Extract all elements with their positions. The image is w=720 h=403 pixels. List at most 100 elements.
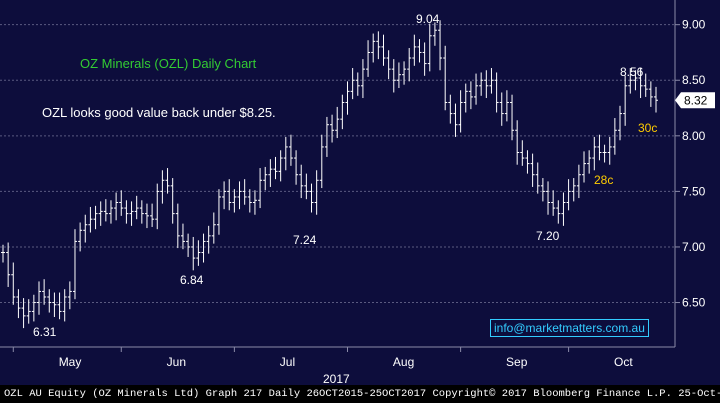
- price-bar: [499, 92, 504, 126]
- price-bar: [232, 189, 237, 213]
- price-bar: [160, 170, 165, 204]
- price-bar: [144, 203, 149, 229]
- price-bar: [83, 214, 88, 243]
- price-bar: [31, 294, 36, 322]
- price-bar: [52, 292, 57, 317]
- price-bar: [1, 244, 5, 263]
- price-bar: [623, 75, 628, 126]
- price-bar: [432, 22, 437, 46]
- price-bar: [180, 223, 185, 250]
- price-bar: [540, 178, 545, 202]
- price-bar: [402, 61, 407, 85]
- price-bar: [515, 120, 520, 165]
- contact-email[interactable]: info@marketmatters.com.au: [490, 319, 649, 337]
- price-bar: [504, 90, 509, 122]
- price-bar: [571, 178, 576, 202]
- last-price-tag: [675, 92, 715, 109]
- price-bar: [319, 134, 324, 189]
- price-bar: [273, 156, 278, 180]
- price-bar: [340, 94, 345, 130]
- price-bar: [67, 281, 72, 310]
- price-bar: [350, 68, 355, 100]
- price-bar: [304, 173, 309, 200]
- price-bar: [93, 205, 98, 230]
- price-bar: [597, 134, 602, 161]
- price-bar: [242, 179, 247, 205]
- price-bar: [278, 150, 283, 182]
- price-bar: [453, 103, 458, 137]
- price-bar: [602, 144, 607, 163]
- price-bar: [386, 50, 391, 80]
- annotation-label-3: 9.04: [416, 12, 440, 26]
- price-bar: [42, 279, 47, 305]
- annotation-label-1: 6.84: [180, 273, 204, 287]
- price-bar: [309, 183, 314, 213]
- price-bar: [422, 42, 427, 76]
- x-tick-label-3: Aug: [393, 355, 414, 369]
- price-bar: [57, 292, 62, 320]
- price-bar: [561, 192, 566, 226]
- price-bar: [72, 229, 77, 300]
- price-bar: [654, 86, 658, 113]
- price-bar: [16, 289, 21, 319]
- price-bar: [36, 281, 41, 315]
- price-bar: [612, 118, 617, 155]
- price-bar: [582, 151, 587, 183]
- price-bar: [314, 170, 319, 215]
- price-bar: [124, 200, 129, 224]
- price-bar: [62, 289, 67, 322]
- price-bar: [427, 23, 432, 72]
- price-bar: [78, 222, 83, 252]
- price-bar: [216, 189, 221, 235]
- annotation-label-0: 6.31: [33, 325, 57, 339]
- price-bar: [556, 200, 561, 224]
- y-tick-label-3: 7.50: [682, 184, 706, 198]
- price-bar: [196, 240, 201, 266]
- x-tick-label-4: Sep: [506, 355, 528, 369]
- price-bar: [165, 168, 170, 194]
- price-bar: [247, 189, 252, 213]
- price-bar: [607, 136, 612, 165]
- price-bar: [175, 203, 180, 249]
- y-tick-label-1: 8.50: [682, 73, 706, 87]
- price-bar: [463, 83, 468, 113]
- price-bar: [355, 72, 360, 96]
- price-bar: [468, 81, 473, 110]
- price-bar: [443, 45, 448, 111]
- price-bar: [191, 236, 196, 271]
- y-tick-label-4: 7.00: [682, 240, 706, 254]
- price-bar: [237, 181, 242, 210]
- price-bar: [134, 195, 139, 220]
- price-bar: [628, 68, 633, 94]
- x-tick-label-2: Jul: [280, 355, 295, 369]
- price-bar: [391, 59, 396, 93]
- bloomberg-footer: OZL AU Equity (OZ Minerals Ltd) Graph 21…: [0, 385, 720, 403]
- price-bar: [396, 62, 401, 89]
- annotation-label-7: 30c: [638, 121, 657, 135]
- price-bar: [618, 105, 623, 141]
- price-bar: [211, 212, 216, 244]
- price-bar: [299, 164, 304, 199]
- price-bar: [376, 31, 381, 60]
- x-tick-label-0: May: [59, 355, 82, 369]
- price-bar: [98, 201, 103, 226]
- price-bar: [458, 90, 463, 133]
- price-bar: [530, 153, 535, 187]
- price-bar: [484, 70, 489, 99]
- price-bar: [546, 181, 551, 215]
- price-bar: [11, 262, 16, 305]
- price-bar: [252, 190, 257, 215]
- price-bar: [119, 190, 124, 216]
- price-bar: [288, 134, 293, 166]
- price-bar: [6, 242, 11, 287]
- price-bar: [26, 299, 31, 324]
- price-bar: [417, 39, 422, 63]
- plot-area: [0, 0, 675, 347]
- price-bar: [206, 225, 211, 254]
- price-bar: [633, 70, 638, 91]
- price-bar: [551, 190, 556, 216]
- price-bar: [648, 81, 653, 107]
- price-bar: [103, 199, 108, 222]
- price-bar: [587, 150, 592, 174]
